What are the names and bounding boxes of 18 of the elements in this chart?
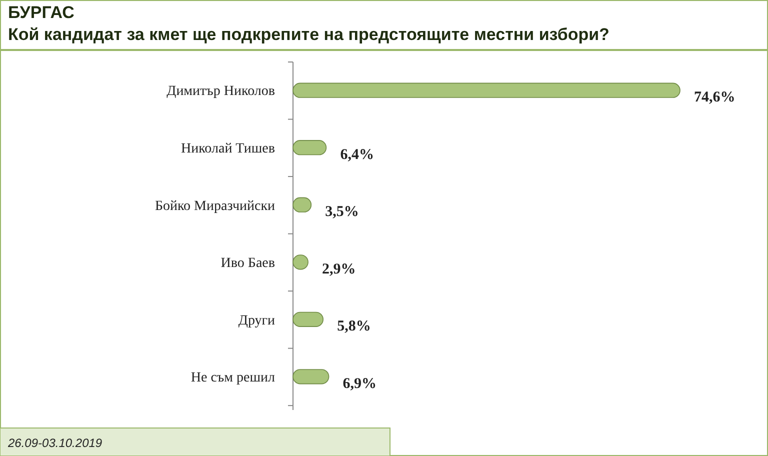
data-label: 5,8% <box>337 318 371 335</box>
y-tick-label: Николай Тишев <box>180 142 276 157</box>
data-label: 2,9% <box>322 261 356 278</box>
y-tick-label: Димитър Николов <box>166 84 276 100</box>
y-tick-label: Иво Баев <box>220 256 276 272</box>
bar <box>292 369 330 384</box>
bar <box>292 140 327 156</box>
y-tick-label: Други <box>238 313 276 328</box>
text: 26.09-03.10.2019 <box>7 436 102 450</box>
chart-subtitle: Кой кандидат за кмет ще подкрепите на предстоящите местни избори? <box>8 25 610 44</box>
data-label: 74,6% <box>694 90 736 106</box>
data-label: 6,4% <box>340 146 374 163</box>
bar <box>292 82 680 98</box>
text: БУРГАС <box>8 3 74 22</box>
data-label: 6,9% <box>342 376 377 392</box>
y-tick-label: Бойко Миразчийски <box>154 198 276 214</box>
y-tick-label: Не съм решил <box>190 370 276 386</box>
data-label: 3,5% <box>325 204 359 220</box>
